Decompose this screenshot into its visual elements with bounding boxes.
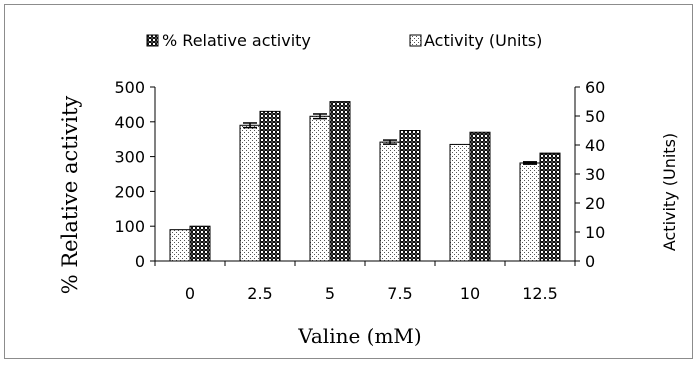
chart: % Relative activity Activity (Units) 0 10… — [58, 31, 679, 348]
y-tick-label-left: 200 — [114, 182, 145, 201]
y-tick-label-right: 20 — [585, 194, 605, 213]
axes — [150, 86, 580, 266]
y-tick-label-left: 500 — [114, 78, 145, 97]
x-tick-label: 0 — [185, 284, 195, 303]
bar-activity-units — [239, 124, 261, 262]
y-tick-label-left: 400 — [114, 113, 145, 132]
y-tick-label-right: 50 — [585, 107, 605, 126]
legend-swatch-activity-units — [409, 34, 422, 47]
bar-activity-units — [519, 162, 541, 262]
y-tick-label-left: 300 — [114, 148, 145, 167]
x-tick-label: 7.5 — [387, 284, 412, 303]
y-tick-label-right: 30 — [585, 165, 605, 184]
legend-label-activity-units: Activity (Units) — [424, 31, 542, 50]
y-tick-label-right: 10 — [585, 223, 605, 242]
bar-activity-units — [169, 229, 191, 262]
bar-activity-units — [379, 141, 401, 262]
bar-relative-activity — [539, 152, 561, 262]
bar-relative-activity — [189, 225, 211, 262]
x-tick-label: 10 — [460, 284, 480, 303]
legend-swatch-relative-activity — [146, 34, 159, 47]
bar-activity-units — [309, 115, 331, 262]
x-axis-label: Valine (mM) — [297, 324, 421, 348]
bars — [169, 101, 561, 262]
y-tick-label-left: 0 — [135, 252, 145, 271]
x-tick-label: 12.5 — [522, 284, 558, 303]
legend: % Relative activity Activity (Units) — [146, 31, 542, 50]
y-tick-label-left: 100 — [114, 217, 145, 236]
legend-item-activity-units: Activity (Units) — [409, 31, 542, 50]
bar-relative-activity — [399, 130, 421, 262]
y-axis-label-left: % Relative activity — [58, 96, 82, 295]
y-tick-label-right: 0 — [585, 252, 595, 271]
legend-label-relative-activity: % Relative activity — [162, 31, 311, 50]
chart-frame: % Relative activity Activity (Units) 0 10… — [4, 4, 693, 359]
bar-relative-activity — [329, 101, 351, 262]
y-axis-label-right: Activity (Units) — [660, 133, 679, 251]
y-tick-label-right: 60 — [585, 78, 605, 97]
x-tick-label: 5 — [325, 284, 335, 303]
tick-labels: 0 100 200 300 400 500 0 10 20 30 40 50 60 0 2.5 5 7.5 10 1… — [114, 78, 605, 303]
y-tick-label-right: 40 — [585, 136, 605, 155]
bar-relative-activity — [469, 131, 491, 262]
legend-item-relative-activity: % Relative activity — [146, 31, 311, 50]
x-tick-label: 2.5 — [247, 284, 272, 303]
bar-activity-units — [449, 143, 471, 262]
bar-relative-activity — [259, 110, 281, 262]
